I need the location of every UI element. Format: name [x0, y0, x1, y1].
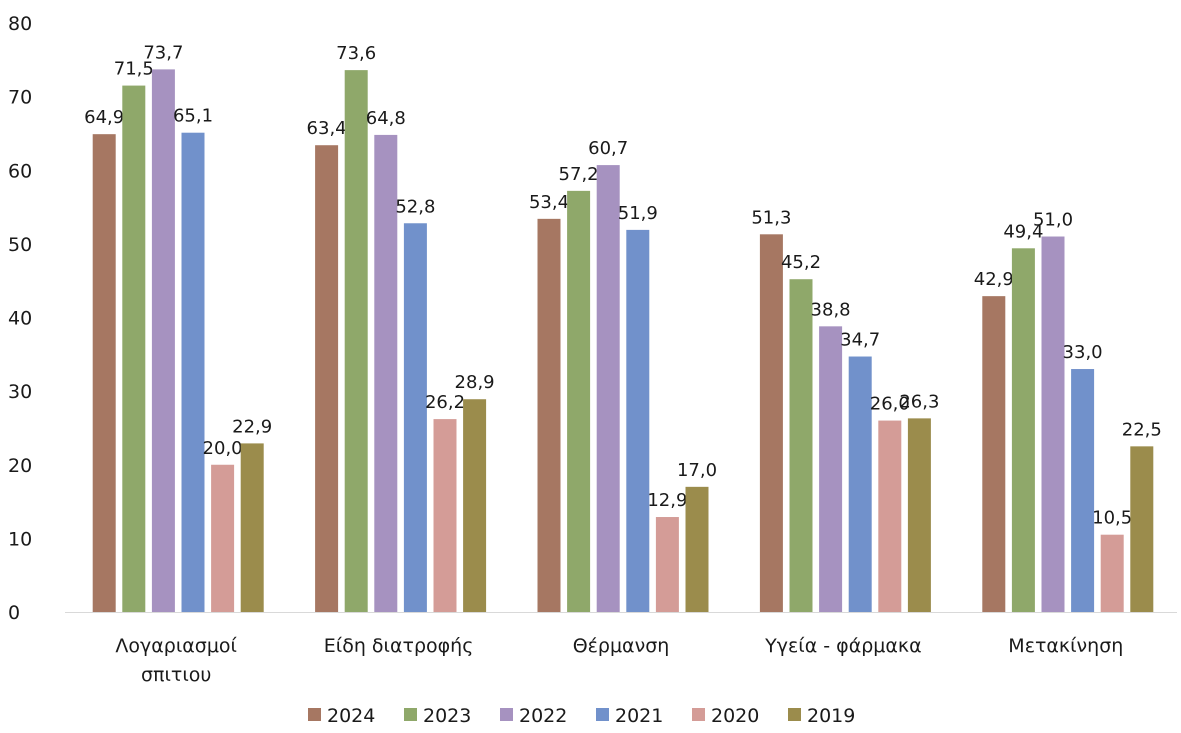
y-tick-label: 0 — [8, 602, 20, 624]
x-tick-label: Θέρμανση — [573, 635, 670, 657]
legend-swatch — [404, 708, 417, 721]
y-tick-label: 70 — [8, 87, 32, 109]
data-label: 65,1 — [173, 106, 213, 127]
data-label: 49,4 — [1003, 221, 1043, 242]
x-tick-label: Λογαριασμοί σπιτιου — [115, 635, 237, 686]
x-tick-label: Είδη διατροφής — [324, 635, 474, 657]
x-tick-label: Μετακίνηση — [1008, 635, 1123, 657]
bar[interactable] — [463, 399, 487, 612]
data-label: 10,5 — [1092, 508, 1132, 529]
legend-label: 2020 — [711, 705, 759, 727]
data-label: 60,7 — [588, 138, 628, 159]
y-tick-label: 20 — [8, 455, 32, 477]
legend-swatch — [596, 708, 609, 721]
data-label: 33,0 — [1063, 342, 1103, 363]
legend-label: 2022 — [519, 705, 567, 727]
bar[interactable] — [433, 419, 457, 612]
bar[interactable] — [907, 418, 931, 612]
bar[interactable] — [848, 356, 872, 612]
y-tick-label: 80 — [8, 13, 32, 35]
data-label: 73,6 — [336, 43, 376, 64]
data-label: 22,9 — [232, 416, 272, 437]
bar[interactable] — [1100, 534, 1124, 612]
data-label: 26,3 — [899, 391, 939, 412]
bar[interactable] — [211, 464, 235, 612]
legend-label: 2019 — [807, 705, 855, 727]
bar[interactable] — [1071, 369, 1095, 612]
legend-label: 2021 — [615, 705, 663, 727]
y-tick-label: 30 — [8, 381, 32, 403]
bar[interactable] — [567, 190, 591, 613]
bar[interactable] — [878, 420, 902, 612]
y-tick-label: 40 — [8, 308, 32, 330]
bar[interactable] — [537, 218, 561, 612]
data-label: 42,9 — [974, 269, 1014, 290]
data-label: 64,8 — [366, 108, 406, 129]
data-label: 51,3 — [751, 207, 791, 228]
bar[interactable] — [596, 165, 620, 612]
data-label: 64,9 — [84, 107, 124, 128]
data-label: 71,5 — [114, 59, 154, 80]
bar[interactable] — [403, 223, 427, 612]
bar[interactable] — [655, 517, 679, 612]
data-label: 53,4 — [529, 192, 569, 213]
bar[interactable] — [374, 134, 398, 612]
data-label: 12,9 — [647, 490, 687, 511]
bar[interactable] — [1130, 446, 1154, 612]
data-label: 22,5 — [1122, 419, 1162, 440]
bar[interactable] — [685, 486, 709, 612]
legend-swatch — [308, 708, 321, 721]
bar[interactable] — [1041, 236, 1065, 612]
y-tick-label: 10 — [8, 528, 32, 550]
data-label: 45,2 — [781, 252, 821, 273]
data-label: 26,0 — [870, 394, 910, 415]
data-label: 57,2 — [559, 164, 599, 185]
data-label: 52,8 — [395, 196, 435, 217]
bar[interactable] — [240, 443, 264, 612]
data-label: 51,9 — [618, 203, 658, 224]
y-tick-label: 50 — [8, 234, 32, 256]
bar[interactable] — [92, 134, 116, 612]
legend-label: 2023 — [423, 705, 471, 727]
data-label: 51,0 — [1033, 210, 1073, 231]
data-label: 17,0 — [677, 460, 717, 481]
data-label: 20,0 — [203, 438, 243, 459]
bar[interactable] — [181, 132, 205, 613]
data-label: 34,7 — [840, 330, 880, 351]
y-tick-label: 60 — [8, 160, 32, 182]
legend-swatch — [500, 708, 513, 721]
data-label: 28,9 — [455, 372, 495, 393]
legend-label: 2024 — [327, 705, 375, 727]
bar[interactable] — [759, 234, 783, 612]
data-label: 38,8 — [811, 299, 851, 320]
bar[interactable] — [151, 69, 175, 613]
data-label: 73,7 — [143, 42, 183, 63]
x-tick-label: Υγεία - φάρμακα — [764, 635, 921, 657]
bar[interactable] — [1011, 248, 1035, 613]
legend-swatch — [788, 708, 801, 721]
bar[interactable] — [819, 326, 843, 612]
bar[interactable] — [982, 296, 1006, 612]
legend-swatch — [692, 708, 705, 721]
bar[interactable] — [789, 279, 813, 612]
data-label: 63,4 — [307, 118, 347, 139]
bar[interactable] — [626, 229, 650, 613]
bar[interactable] — [122, 85, 146, 613]
bar[interactable] — [344, 70, 368, 613]
bar[interactable] — [315, 145, 339, 612]
data-label: 26,2 — [425, 392, 465, 413]
